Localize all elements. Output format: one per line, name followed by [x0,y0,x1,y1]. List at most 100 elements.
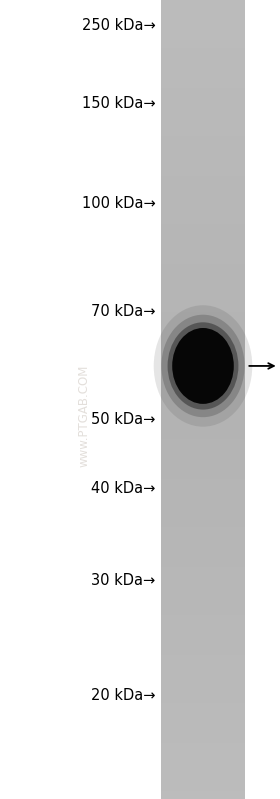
Bar [161,358,245,368]
Bar [161,574,245,583]
Bar [161,230,245,240]
Bar [161,326,245,336]
Bar [161,310,245,320]
Text: 40 kDa→: 40 kDa→ [91,482,155,496]
Bar [161,302,245,312]
Bar [161,94,245,104]
Ellipse shape [172,328,234,403]
Bar [161,70,245,80]
Bar [161,662,245,671]
Bar [161,470,245,479]
Bar [161,598,245,607]
Bar [161,590,245,599]
Bar [161,646,245,655]
Bar [161,334,245,344]
Bar [161,582,245,591]
Bar [161,494,245,503]
Bar [161,222,245,232]
Bar [161,710,245,719]
Bar [161,558,245,567]
Bar [161,414,245,423]
Bar [161,190,245,200]
Bar [161,718,245,727]
Bar [161,238,245,248]
Bar [161,733,245,743]
Bar [161,278,245,288]
Bar [161,502,245,511]
Bar [161,638,245,647]
Bar [161,694,245,703]
Bar [161,757,245,767]
Bar [161,678,245,687]
Bar [161,614,245,623]
Bar [161,510,245,519]
Bar [161,550,245,559]
Bar [161,214,245,224]
Bar [161,270,245,280]
Bar [161,166,245,176]
Bar [161,526,245,535]
Ellipse shape [154,305,252,427]
Bar [161,110,245,120]
Bar [161,158,245,168]
Bar [161,446,245,455]
Bar [161,789,245,799]
Bar [161,46,245,56]
Bar [161,254,245,264]
Text: 70 kDa→: 70 kDa→ [91,304,155,319]
Bar [161,534,245,543]
Bar [161,486,245,495]
Bar [161,542,245,551]
Text: 30 kDa→: 30 kDa→ [91,574,155,588]
Bar [161,702,245,711]
Bar [161,406,245,415]
Bar [161,382,245,392]
Bar [161,342,245,352]
Bar [161,206,245,216]
Bar [161,773,245,783]
Bar [161,54,245,64]
Bar [161,741,245,751]
Text: 50 kDa→: 50 kDa→ [91,412,155,427]
Bar [161,38,245,48]
Bar [161,462,245,471]
Bar [161,422,245,431]
Bar [161,430,245,439]
Bar [161,182,245,192]
Bar [161,749,245,759]
Bar [161,150,245,160]
Bar [161,62,245,72]
Text: www.PTGAB.COM: www.PTGAB.COM [78,364,90,467]
Bar [161,781,245,791]
Bar [161,350,245,360]
Bar [161,630,245,639]
Bar [161,174,245,184]
Bar [161,366,245,376]
Bar [161,118,245,128]
Bar [161,478,245,487]
Bar [161,286,245,296]
Bar [161,606,245,615]
Bar [161,686,245,695]
Bar [161,438,245,447]
Ellipse shape [167,322,239,410]
Bar [161,262,245,272]
Text: 250 kDa→: 250 kDa→ [82,18,155,33]
Bar [161,78,245,88]
Bar [161,725,245,735]
Bar [161,670,245,679]
Bar [161,142,245,152]
Bar [161,30,245,40]
Bar [161,86,245,96]
Bar [161,454,245,463]
Bar [161,134,245,144]
Bar [161,126,245,136]
Bar [161,374,245,384]
Text: 100 kDa→: 100 kDa→ [82,197,155,211]
Bar [161,390,245,400]
Bar [161,294,245,304]
Bar [161,22,245,32]
Bar [161,566,245,575]
Bar [161,14,245,24]
Bar [161,198,245,208]
